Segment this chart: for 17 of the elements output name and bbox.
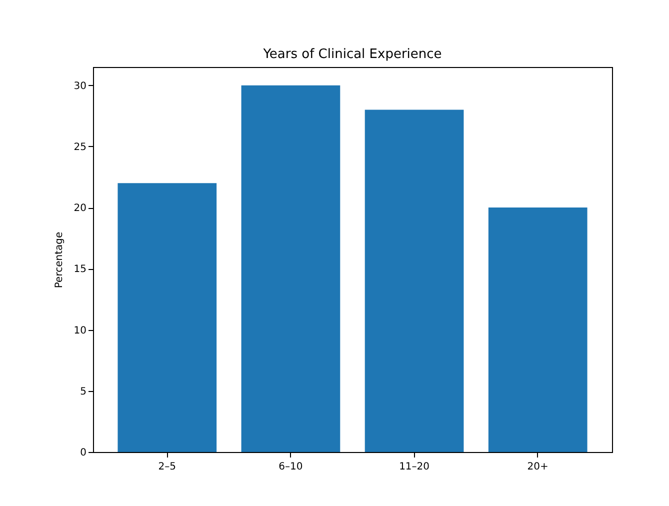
bar: [488, 208, 588, 452]
bar: [364, 110, 464, 452]
y-tick-label: 15: [74, 264, 86, 276]
y-tick-label: 10: [74, 325, 86, 336]
y-tick-label: 20: [74, 203, 86, 214]
bar: [118, 183, 217, 452]
x-tick-label: 2–5: [158, 462, 176, 472]
y-tick-label: 30: [74, 80, 86, 92]
y-axis-title: Percentage: [54, 232, 65, 288]
y-tick-label: 5: [80, 386, 86, 398]
x-tick-label: 20+: [527, 462, 548, 472]
y-tick-label: 0: [80, 448, 86, 458]
x-tick-label: 11–20: [399, 462, 430, 472]
bar: [241, 85, 340, 452]
chart-title: Years of Clinical Experience: [262, 47, 442, 62]
y-tick-label: 25: [74, 142, 86, 153]
x-tick-label: 6–10: [278, 462, 303, 472]
